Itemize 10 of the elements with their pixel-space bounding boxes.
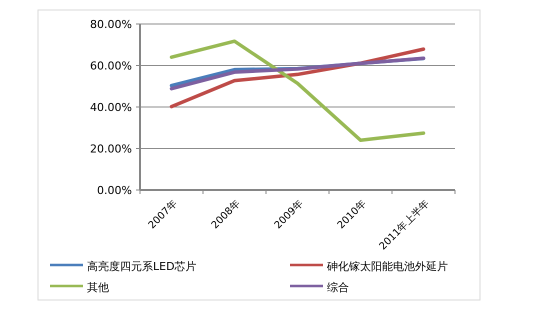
y-tick-label: 20.00% <box>90 142 132 156</box>
y-tick-label: 60.00% <box>90 60 132 72</box>
y-tick-label: 40.00% <box>90 101 132 114</box>
line-series <box>170 39 426 142</box>
legend-label: 高亮度四元系LED芯片 <box>87 260 197 273</box>
legend-label: 砷化镓太阳能电池外延片 <box>326 260 448 273</box>
y-tick-label: 0.00% <box>97 184 132 197</box>
y-tick-label: 80.00% <box>90 18 132 31</box>
legend-label: 其他 <box>87 281 109 294</box>
legend-label: 综合 <box>327 281 349 294</box>
